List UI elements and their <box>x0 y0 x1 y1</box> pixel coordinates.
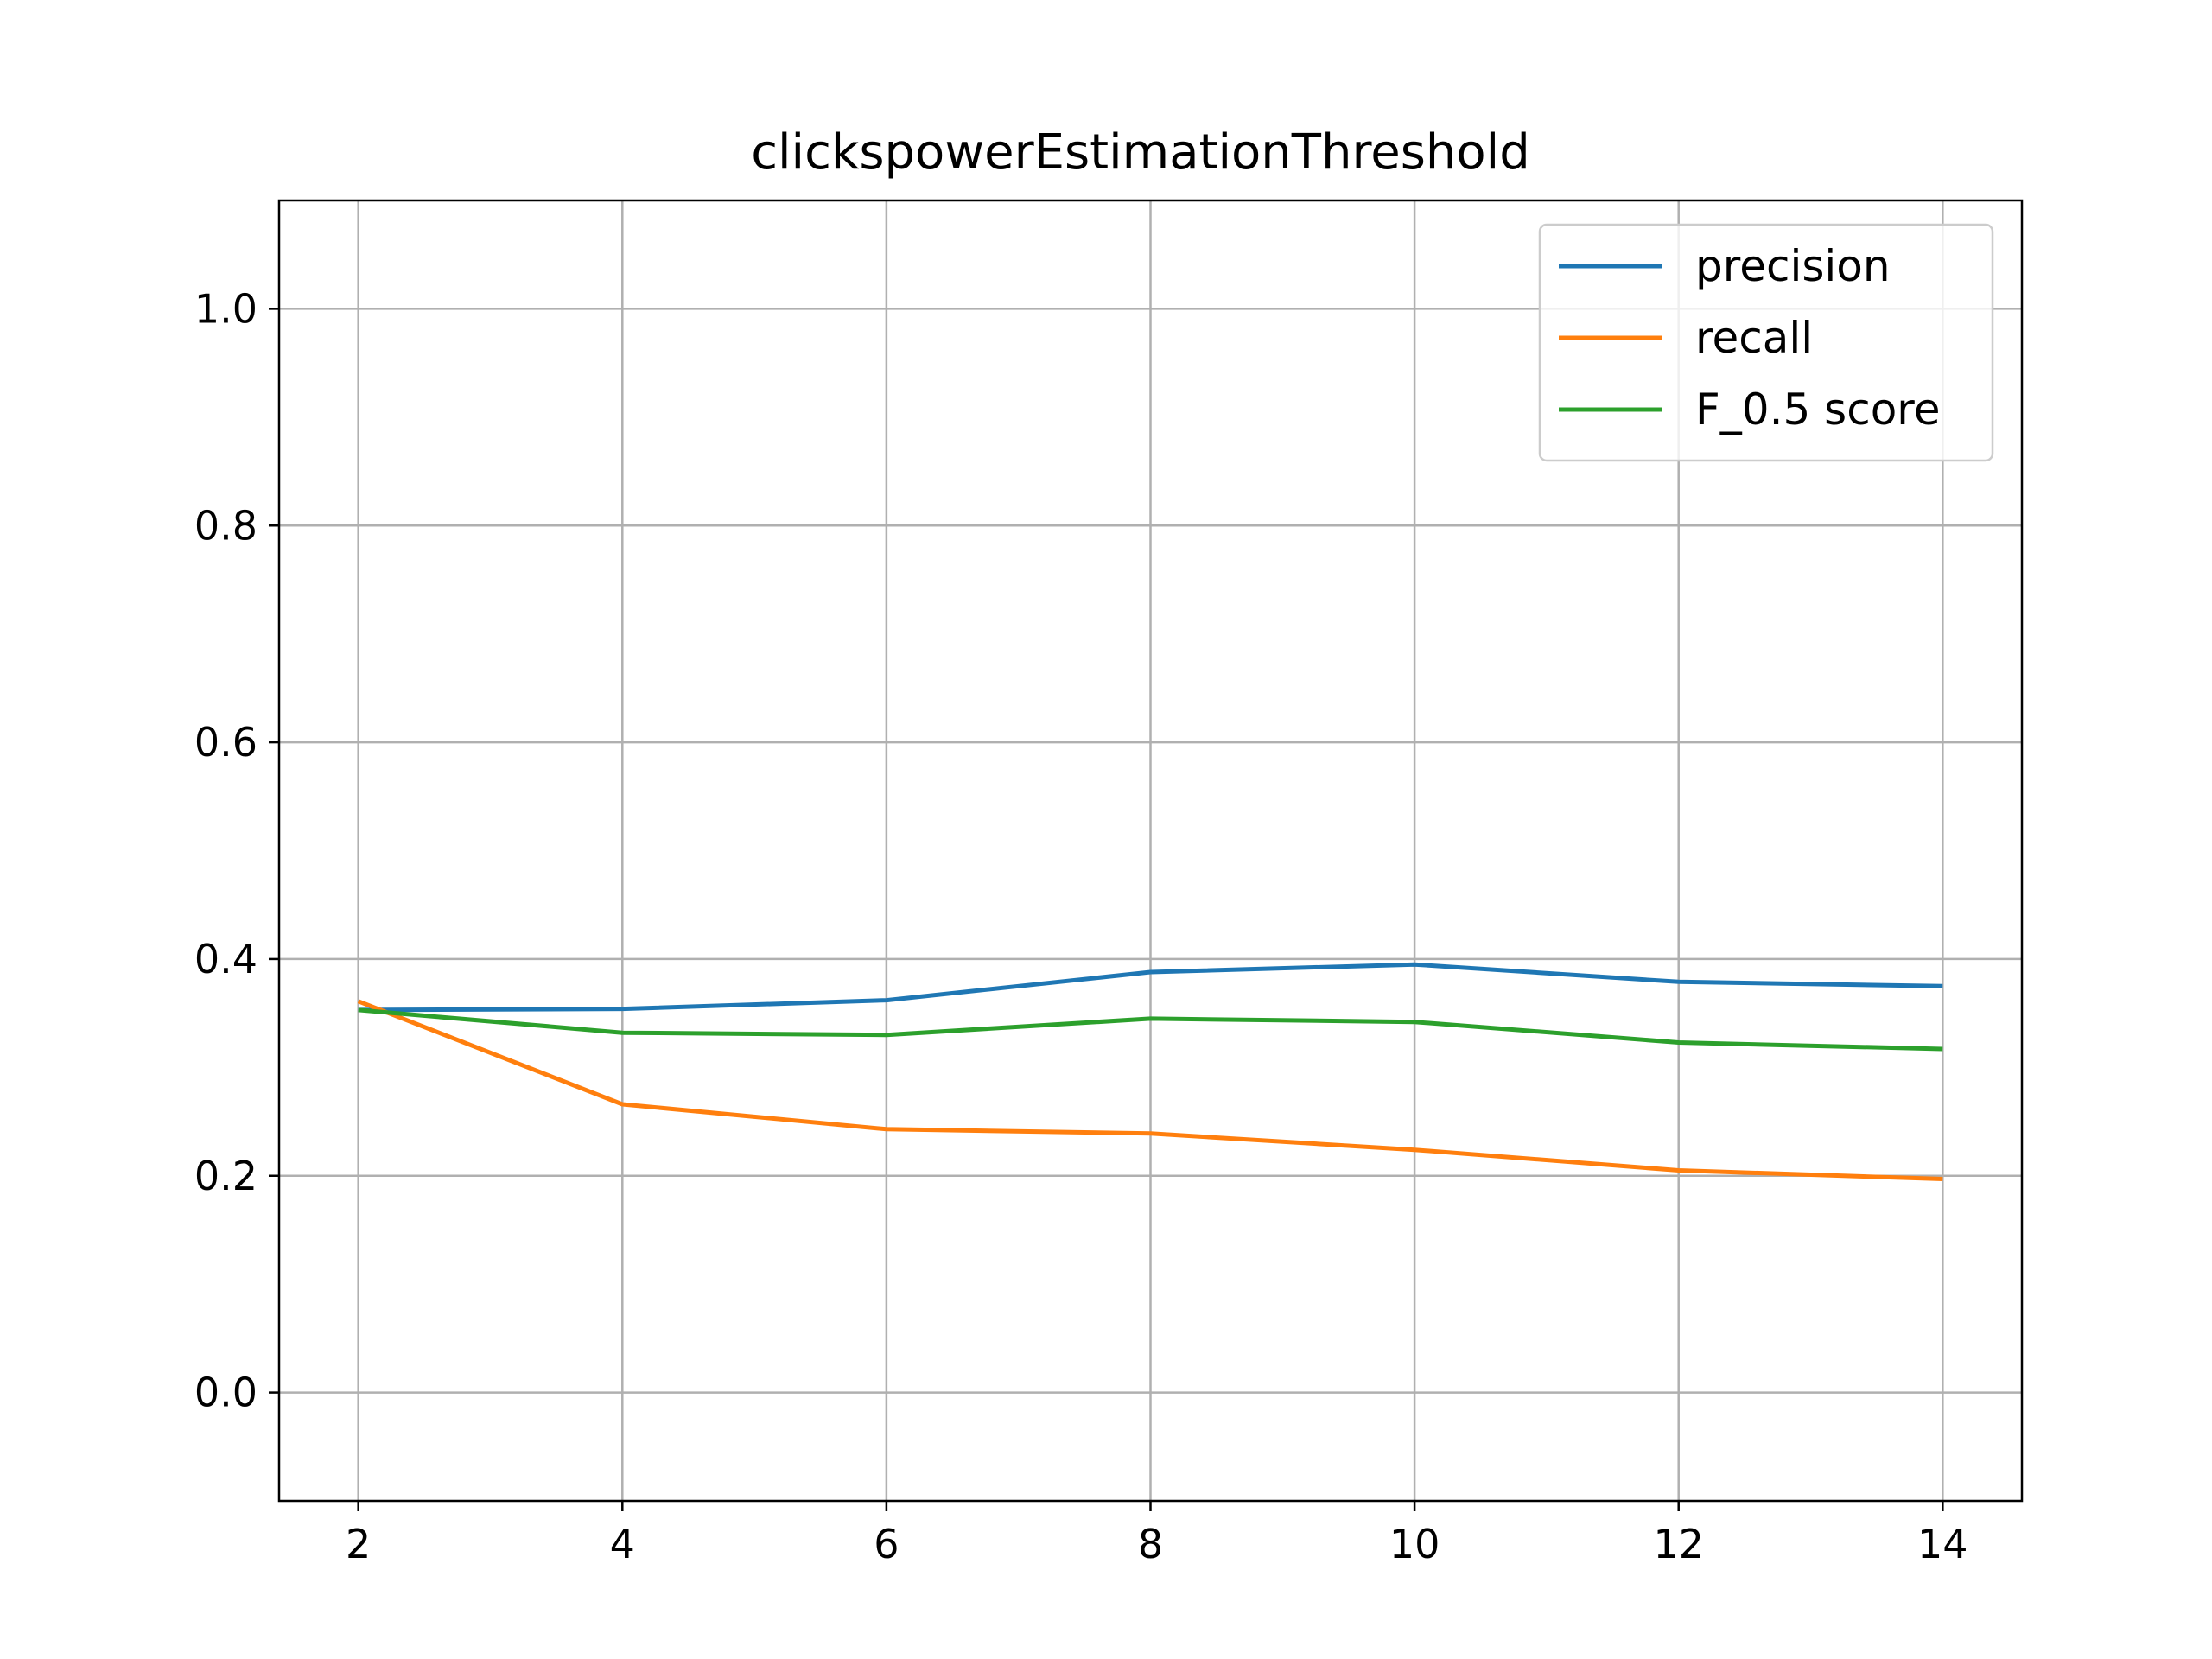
series-line-recall <box>357 999 1943 1181</box>
y-tick-label: 0.0 <box>194 1370 257 1416</box>
y-axis-ticks: 0.0 0.2 0.4 0.6 0.8 1.0 <box>194 285 279 1416</box>
x-tick-label: 10 <box>1389 1521 1440 1567</box>
x-tick-label: 4 <box>610 1521 635 1567</box>
legend-label: F_0.5 score <box>1695 385 1941 435</box>
x-tick-label: 12 <box>1653 1521 1704 1567</box>
grid <box>279 200 2022 1501</box>
series-lines <box>357 962 1943 1181</box>
x-tick-label: 2 <box>346 1521 371 1567</box>
y-tick-label: 0.8 <box>194 502 257 549</box>
legend-label: recall <box>1695 313 1813 363</box>
x-tick-label: 8 <box>1138 1521 1163 1567</box>
x-tick-label: 6 <box>874 1521 899 1567</box>
legend: precision recall F_0.5 score <box>1538 223 1994 462</box>
y-tick-label: 1.0 <box>194 285 257 332</box>
x-axis-ticks: 2 4 6 8 10 12 14 <box>346 1501 1968 1567</box>
legend-box <box>1538 223 1994 462</box>
y-tick-label: 0.6 <box>194 719 257 766</box>
x-tick-label: 14 <box>1917 1521 1968 1567</box>
series-line-precision <box>358 962 1943 1013</box>
series-line-f-0-5-score <box>358 1007 1943 1052</box>
legend-label: precision <box>1695 241 1891 291</box>
y-tick-label: 0.4 <box>194 936 257 982</box>
y-tick-label: 0.2 <box>194 1153 257 1199</box>
chart-title: clickspowerEstimationThreshold <box>751 124 1530 181</box>
